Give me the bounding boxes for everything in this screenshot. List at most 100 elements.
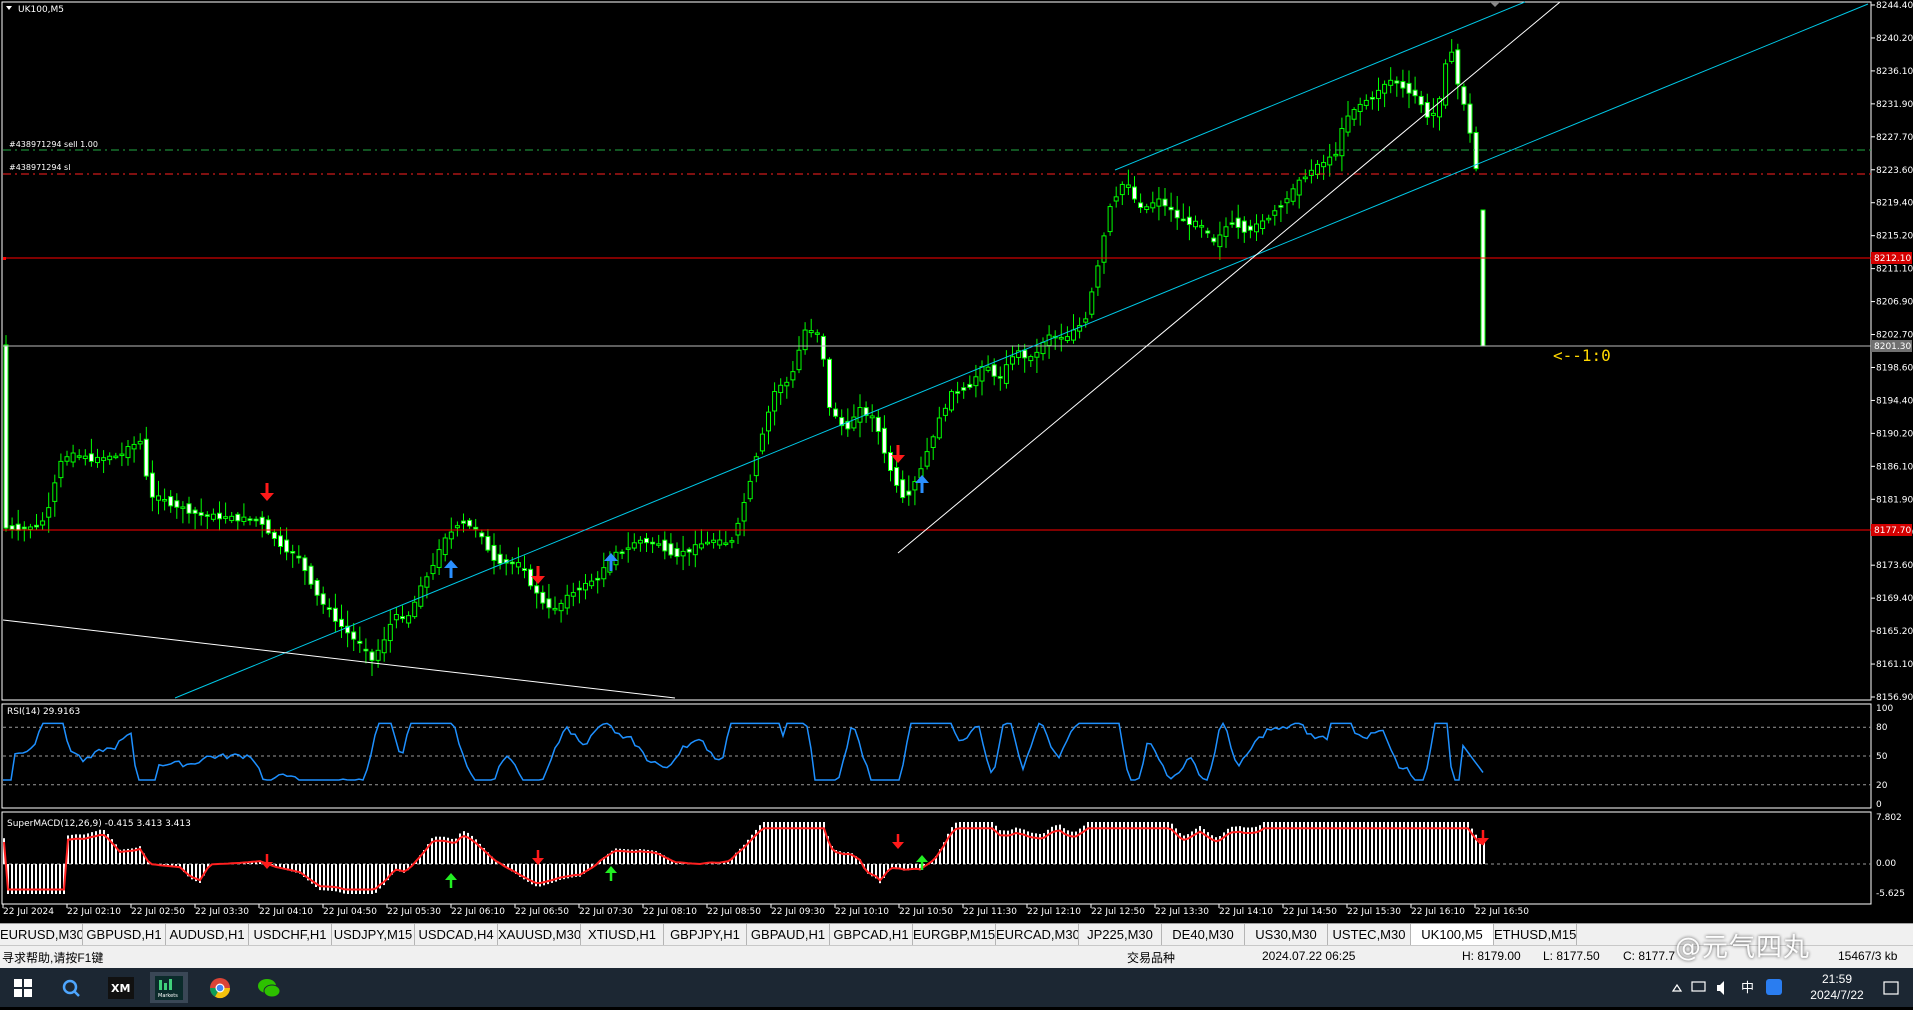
tab-usdjpy-m15[interactable]: USDJPY,M15: [332, 924, 415, 945]
rsi-level-labels: 100 80 50 20 0: [1876, 704, 1893, 810]
candle-body: [546, 598, 552, 609]
macd-signal-line: [3, 827, 1485, 891]
ic-markets-terminal-icon[interactable]: Markets: [150, 972, 188, 1003]
candle-body: [1156, 198, 1162, 207]
candle-body: [753, 456, 759, 477]
chart-area[interactable]: 8244.40 8240.20 8236.10 8231.90 8227.70 8223.…: [0, 0, 1913, 923]
candle-body: [814, 332, 820, 335]
rsi-level-label: 100: [1876, 704, 1893, 714]
time-label: 22 Jul 06:50: [515, 907, 569, 917]
candle-body: [393, 614, 399, 621]
wechat-icon[interactable]: [250, 972, 288, 1003]
candle-body: [259, 516, 265, 525]
system-tray[interactable]: 中: [1665, 968, 1795, 1007]
candle-body: [705, 541, 710, 545]
tab-de40-m30[interactable]: DE40,M30: [1162, 924, 1245, 945]
xm-terminal-icon[interactable]: XM: [102, 972, 140, 1003]
tab-jp225-m30[interactable]: JP225,M30: [1079, 924, 1162, 945]
candle-body: [302, 557, 308, 572]
candle-body: [1449, 51, 1455, 62]
tab-xauusd-m30[interactable]: XAUUSD,M30: [498, 924, 581, 945]
time-label: 22 Jul 11:30: [963, 907, 1017, 917]
candle-body: [1235, 217, 1241, 228]
price-label: 8227.70: [1876, 133, 1913, 143]
annotation-text: <--1:0: [1553, 346, 1611, 365]
notification-icon[interactable]: [1872, 972, 1910, 1003]
candle-body: [357, 640, 363, 644]
rsi-label: RSI(14) 29.9163: [7, 707, 80, 717]
candle-body: [766, 411, 771, 432]
tab-xtiusd-h1[interactable]: XTIUSD,H1: [581, 924, 664, 945]
candle-body: [52, 482, 58, 502]
candle-body: [265, 519, 271, 534]
buy-arrow-icon: [915, 475, 929, 493]
candle-body: [1254, 223, 1259, 233]
tab-gbpusd-h1[interactable]: GBPUSD,H1: [83, 924, 166, 945]
tab-eurusd-m30[interactable]: EURUSD,M30: [0, 924, 83, 945]
windows-start-icon[interactable]: [4, 972, 42, 1003]
price-label: 8194.40: [1876, 396, 1913, 406]
tab-usdcad-h4[interactable]: USDCAD,H4: [415, 924, 498, 945]
collapse-icon[interactable]: [6, 6, 12, 10]
time-label: 22 Jul 02:10: [67, 907, 121, 917]
candle-body: [583, 582, 588, 591]
candle-body: [76, 455, 82, 458]
chrome-icon[interactable]: [201, 972, 239, 1003]
time-label: 22 Jul 08:10: [643, 907, 697, 917]
status-profile: 交易品种: [1127, 951, 1176, 965]
candle-body: [851, 416, 857, 429]
candle-body: [1107, 206, 1113, 233]
candle-body: [729, 540, 735, 543]
price-label: 8169.40: [1876, 594, 1913, 604]
time-label: 22 Jul 14:10: [1219, 907, 1273, 917]
status-close: C: 8177.7: [1623, 949, 1676, 963]
price-label: 8236.10: [1876, 67, 1913, 77]
rsi-level-label: 50: [1876, 752, 1888, 762]
tab-audusd-h1[interactable]: AUDUSD,H1: [166, 924, 249, 945]
sell-arrow-icon: [260, 483, 274, 501]
tray-icons[interactable]: 中: [1665, 968, 1795, 1007]
candle-body: [149, 472, 155, 498]
price-tag-upper: 8212.10: [1874, 254, 1911, 264]
time-label: 22 Jul 12:50: [1091, 907, 1145, 917]
tab-usdchf-h1[interactable]: USDCHF,H1: [249, 924, 332, 945]
svg-text:Markets: Markets: [158, 993, 178, 999]
candle-body: [473, 526, 479, 530]
candle-body: [1205, 230, 1211, 234]
drawn-lines: 8212.10 8177.70 8201.30: [2, 1, 1912, 699]
candle-body: [1028, 356, 1034, 362]
tab-eurgbp-m15[interactable]: EURGBP,M15: [913, 924, 996, 945]
tab-gbpcad-h1[interactable]: GBPCAD,H1: [830, 924, 913, 945]
candle-body: [137, 440, 143, 445]
macd-level-label: 0.00: [1876, 859, 1896, 869]
price-tag-lower: 8177.70: [1874, 526, 1911, 536]
clock[interactable]: 21:59 2024/7/22: [1797, 968, 1877, 1007]
candle-body: [34, 524, 39, 528]
candle-body: [235, 513, 241, 522]
candle-body: [680, 550, 686, 557]
signal-arrows: [260, 445, 929, 584]
tab-ustec-m30[interactable]: USTEC,M30: [1328, 924, 1411, 945]
candle-body: [1083, 318, 1089, 323]
channel-lower-line: [174, 3, 1869, 699]
tab-gbpaud-h1[interactable]: GBPAUD,H1: [747, 924, 830, 945]
candle-body: [400, 616, 405, 620]
candle-body: [448, 531, 454, 540]
tab-ethusd-m15[interactable]: ETHUSD,M15: [1494, 924, 1577, 945]
candle-body: [662, 539, 668, 552]
candle-body: [314, 579, 320, 596]
time-label: 22 Jul 08:50: [707, 907, 761, 917]
candle-body: [332, 607, 338, 622]
search-icon[interactable]: [52, 972, 90, 1003]
buy-arrow-icon: [604, 553, 618, 571]
candle-body: [406, 615, 412, 624]
tab-gbpjpy-h1[interactable]: GBPJPY,H1: [664, 924, 747, 945]
candle-body: [1040, 341, 1046, 355]
time-label: 22 Jul 15:30: [1347, 907, 1401, 917]
tab-us30-m30[interactable]: US30,M30: [1245, 924, 1328, 945]
tab-eurcad-m30[interactable]: EURCAD,M30: [996, 924, 1079, 945]
candle-body: [961, 387, 967, 391]
tab-uk100-m5[interactable]: UK100,M5: [1411, 924, 1494, 945]
candle-body: [290, 551, 296, 554]
candle-body: [1211, 237, 1217, 243]
